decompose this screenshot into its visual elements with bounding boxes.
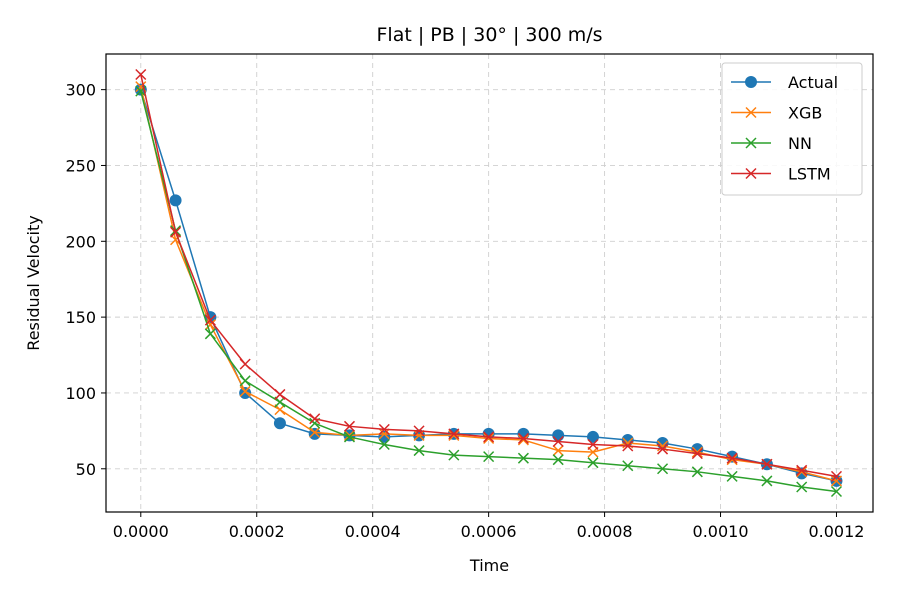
ticks: 0.0000 0.0002 0.0004 0.0006 0.0008 0.0010 0.00…	[65, 81, 864, 541]
data-point-nn	[657, 463, 669, 475]
data-point-xgb	[343, 429, 356, 441]
data-point-lstm	[587, 438, 599, 451]
data-point-actual	[586, 430, 599, 443]
y-tick-label: 300	[65, 81, 96, 100]
data-point-lstm	[309, 413, 321, 425]
x-tick-label: 0.0008	[577, 522, 633, 541]
x-axis-label: Time	[469, 556, 509, 575]
x-tick-label: 0.0000	[113, 522, 169, 541]
legend-marker-xgb	[745, 106, 757, 119]
data-point-lstm	[726, 452, 738, 464]
legend-marker-actual	[745, 76, 757, 88]
y-tick-label: 100	[65, 384, 96, 403]
data-point-lstm	[239, 358, 251, 370]
data-point-xgb	[483, 432, 495, 444]
legend-marker-lstm	[745, 167, 757, 180]
data-point-lstm	[204, 314, 216, 326]
y-tick-label: 250	[65, 156, 96, 175]
x-tick-label: 0.0002	[229, 522, 285, 541]
legend-label-nn: NN	[788, 134, 812, 153]
data-point-nn	[517, 452, 529, 464]
data-point-nn	[239, 375, 251, 387]
series-nn	[135, 85, 843, 498]
data-point-xgb	[726, 454, 738, 466]
data-point-xgb	[413, 429, 425, 441]
legend-label-actual: Actual	[788, 73, 838, 92]
data-point-lstm	[830, 470, 843, 482]
data-point-lstm	[552, 435, 564, 448]
data-point-lstm	[796, 464, 808, 476]
data-point-nn	[378, 438, 390, 451]
y-tick-label: 150	[65, 308, 96, 327]
data-point-lstm	[343, 420, 356, 432]
legend: Actual XGB NN LSTM	[721, 62, 863, 196]
series-lstm	[135, 68, 843, 482]
data-point-lstm	[378, 423, 390, 435]
data-point-lstm	[622, 440, 634, 452]
data-point-actual	[273, 417, 286, 430]
y-tick-label: 200	[65, 232, 96, 251]
data-point-lstm	[691, 448, 703, 460]
legend-marker-nn	[745, 137, 757, 149]
chart-title: Flat | PB | 30° | 300 m/s	[376, 24, 602, 46]
x-tick-label: 0.0004	[345, 522, 401, 541]
data-point-actual	[552, 429, 565, 442]
legend-label-lstm: LSTM	[788, 165, 831, 184]
data-point-nn	[761, 475, 773, 487]
data-point-nn	[691, 466, 703, 478]
data-point-nn	[448, 449, 460, 461]
data-point-nn	[622, 460, 634, 472]
y-axis-label: Residual Velocity	[24, 215, 43, 350]
series-layer	[134, 68, 843, 498]
data-point-nn	[726, 470, 738, 482]
plot-frame	[105, 53, 874, 513]
data-point-lstm	[170, 226, 182, 238]
data-point-xgb	[204, 319, 216, 331]
data-point-nn	[413, 445, 425, 457]
data-point-nn	[830, 485, 843, 498]
y-tick-label: 50	[76, 460, 96, 479]
data-point-nn	[343, 431, 356, 443]
x-tick-label: 0.0012	[808, 522, 864, 541]
data-point-lstm	[761, 458, 773, 470]
data-point-xgb	[552, 445, 564, 457]
data-point-lstm	[448, 428, 460, 440]
data-point-lstm	[517, 432, 529, 444]
data-point-lstm	[413, 425, 425, 437]
data-point-xgb	[239, 385, 251, 397]
data-point-nn	[552, 454, 564, 466]
data-point-lstm	[657, 443, 669, 455]
data-point-xgb	[448, 429, 460, 441]
x-tick-label: 0.0010	[693, 522, 749, 541]
legend-box	[721, 62, 863, 196]
data-point-xgb	[517, 434, 529, 446]
data-point-nn	[587, 457, 599, 469]
data-point-actual	[169, 194, 182, 207]
x-tick-label: 0.0006	[461, 522, 517, 541]
data-point-lstm	[135, 68, 147, 81]
legend-label-xgb: XGB	[788, 104, 822, 123]
data-point-actual	[239, 386, 252, 399]
data-point-xgb	[830, 475, 843, 487]
data-point-nn	[796, 481, 808, 493]
data-point-xgb	[378, 428, 390, 440]
data-point-nn	[204, 328, 216, 340]
data-point-xgb	[691, 446, 703, 458]
data-point-xgb	[309, 426, 321, 438]
data-point-nn	[483, 451, 495, 463]
data-point-lstm	[483, 431, 495, 443]
data-point-xgb	[796, 466, 808, 478]
data-point-lstm	[274, 388, 286, 400]
